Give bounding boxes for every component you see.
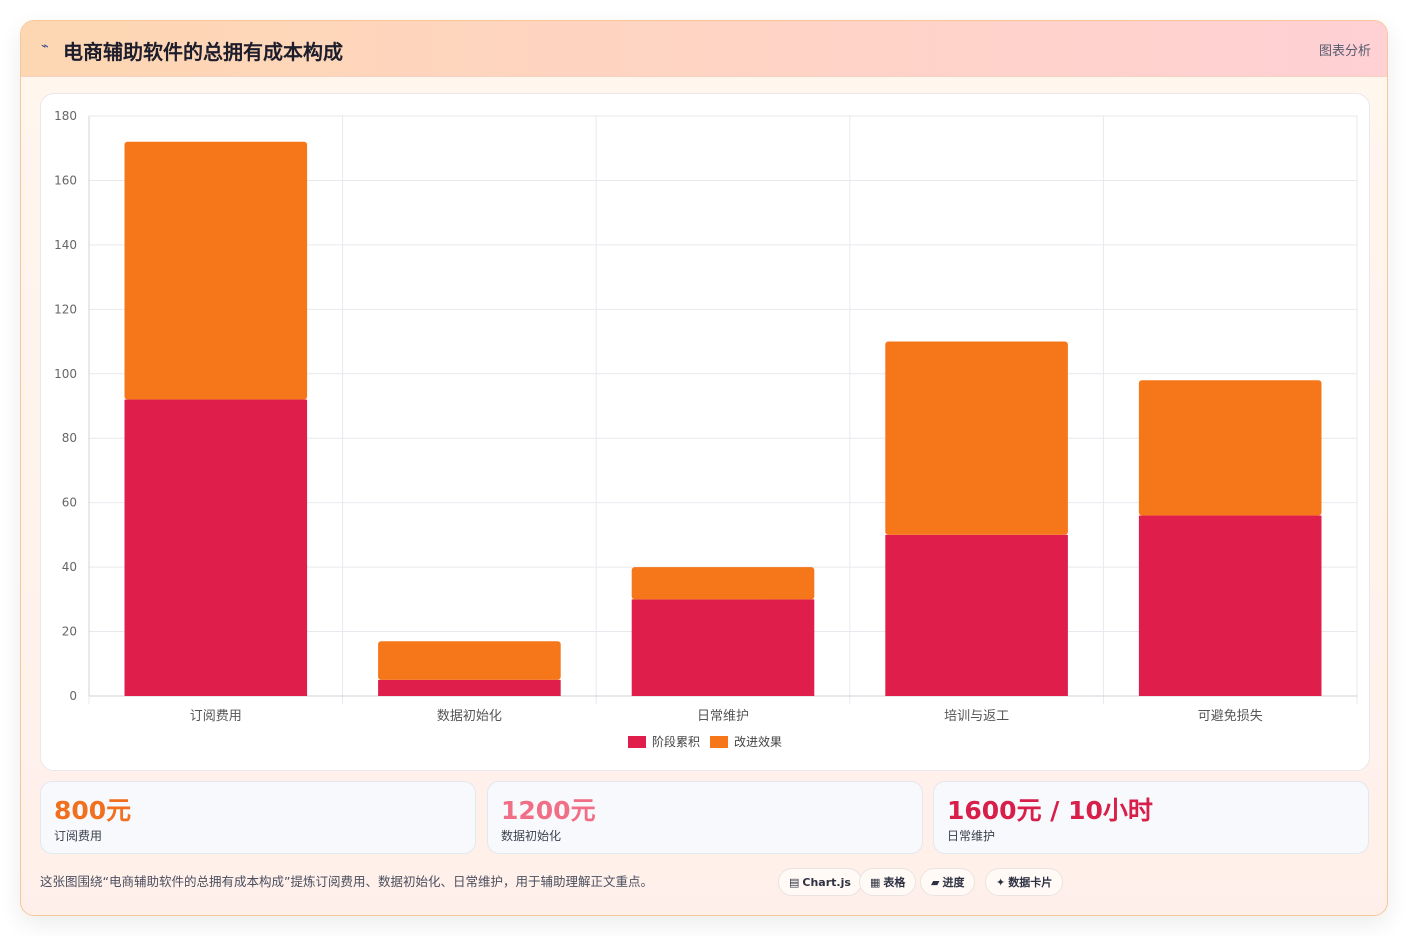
stat-label: 日常维护 (947, 829, 996, 843)
y-tick-label: 0 (69, 689, 77, 703)
x-tick-label: 日常维护 (697, 709, 749, 724)
bar-stage-cumulative (124, 399, 308, 696)
x-tick-label: 培训与返工 (944, 708, 1009, 724)
pill-label: 进度 (942, 876, 965, 889)
legend-label: 改进效果 (734, 734, 782, 749)
stat-value: 800元 (54, 796, 132, 825)
stat-card-data-init: 1200元 数据初始化 (487, 781, 923, 854)
y-tick-label: 100 (54, 367, 77, 381)
y-tick-label: 60 (62, 496, 77, 510)
legend-label: 阶段累积 (652, 734, 700, 749)
page-title: 电商辅助软件的总拥有成本构成 (63, 40, 343, 64)
pill-label: 表格 (883, 876, 906, 889)
progress-icon: ▰ (931, 876, 940, 889)
y-tick-label: 80 (62, 431, 77, 445)
bar-improvement (124, 141, 308, 400)
chart-line-icon: ⌁ (41, 39, 49, 54)
stacked-bar-chart: 0 20 40 60 80 100 120 140 160 180 订阅费用 数据初始化 日常维护 培训与… (54, 109, 1358, 749)
y-tick-label: 180 (54, 109, 77, 123)
y-tick-label: 20 (62, 625, 77, 639)
bar-stage-cumulative (885, 534, 1068, 696)
table-icon: ▦ (870, 876, 881, 889)
card-header: ⌁ 电商辅助软件的总拥有成本构成 图表分析 (21, 21, 1387, 77)
chart-icon: ▤ (789, 876, 800, 889)
chart-card: ⌁ 电商辅助软件的总拥有成本构成 图表分析 0 20 40 60 80 100 120 140… (20, 20, 1388, 916)
bar-stage-cumulative (1138, 515, 1322, 696)
bar-improvement (631, 567, 815, 600)
stat-label: 订阅费用 (54, 829, 103, 843)
pill-table[interactable]: ▦ 表格 (859, 868, 917, 896)
x-tick-label: 订阅费用 (190, 709, 242, 724)
chart-caption: 这张图围绕“电商辅助软件的总拥有成本构成”提炼订阅费用、数据初始化、日常维护，用… (40, 874, 653, 889)
legend-swatch (710, 736, 728, 748)
legend-swatch (628, 736, 646, 748)
bar-stage-cumulative (378, 679, 561, 696)
y-tick-label: 120 (54, 302, 77, 316)
stat-card-maintenance: 1600元 / 10小时 日常维护 (933, 781, 1369, 854)
stat-value: 1600元 / 10小时 (947, 796, 1153, 825)
stat-value: 1200元 (501, 796, 596, 825)
chart-panel: 0 20 40 60 80 100 120 140 160 180 订阅费用 数据初始化 日常维护 培训与… (40, 93, 1370, 771)
y-tick-label: 140 (54, 238, 77, 252)
x-tick-label: 可避免损失 (1198, 709, 1263, 724)
stat-label: 数据初始化 (501, 829, 562, 843)
y-tick-label: 40 (62, 560, 77, 574)
pill-progress[interactable]: ▰ 进度 (920, 868, 976, 896)
pill-label: Chart.js (802, 876, 851, 889)
sparkle-icon: ✦ (996, 876, 1006, 889)
bar-stage-cumulative (631, 599, 815, 696)
bar-improvement (885, 341, 1068, 535)
y-tick-label: 160 (54, 173, 77, 187)
bar-improvement (378, 641, 561, 680)
bar-improvement (1138, 380, 1322, 516)
x-tick-label: 数据初始化 (437, 709, 502, 724)
pill-data-card[interactable]: ✦ 数据卡片 (985, 868, 1064, 896)
stat-card-subscription: 800元 订阅费用 (40, 781, 476, 854)
pill-label: 数据卡片 (1008, 876, 1053, 889)
header-tag: 图表分析 (1318, 44, 1371, 59)
pill-chartjs[interactable]: ▤ Chart.js (778, 868, 862, 896)
